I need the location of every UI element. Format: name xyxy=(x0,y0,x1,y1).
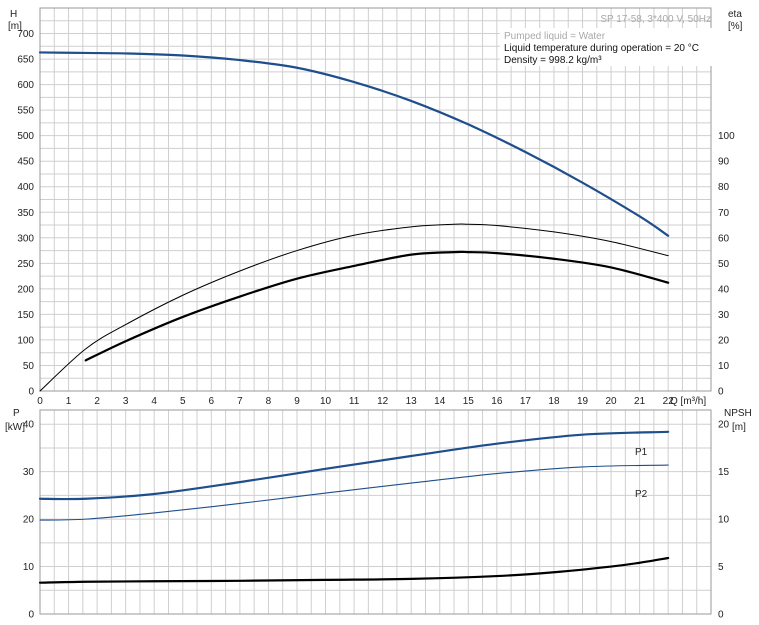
y-tick-label: 0 xyxy=(28,610,34,621)
p2-curve xyxy=(39,464,669,521)
y2-tick-label: 50 xyxy=(718,259,730,270)
power-npsh-grid xyxy=(39,409,712,615)
x-tick-label: 13 xyxy=(406,396,418,407)
y-tick-label: 30 xyxy=(23,467,35,478)
x-tick-label: 3 xyxy=(123,396,129,407)
y2-tick-label: 70 xyxy=(718,208,730,219)
x-tick-label: 6 xyxy=(209,396,215,407)
y-tick-label: 650 xyxy=(17,55,34,66)
head-axis-symbol: H xyxy=(10,9,17,20)
x-tick-label: 0 xyxy=(37,396,43,407)
y2-tick-label: 60 xyxy=(718,233,730,244)
x-tick-label: 16 xyxy=(491,396,503,407)
x-tick-label: 19 xyxy=(577,396,589,407)
power-axis-symbol: P xyxy=(13,408,20,419)
y-tick-label: 150 xyxy=(17,310,34,321)
p1-curve xyxy=(38,430,670,501)
y-tick-label: 300 xyxy=(17,233,34,244)
x-tick-label: 20 xyxy=(606,396,618,407)
head-efficiency-grid xyxy=(39,7,712,392)
y-tick-label: 0 xyxy=(28,387,34,398)
x-tick-label: 9 xyxy=(294,396,300,407)
h-curve xyxy=(38,51,670,237)
y-tick-label: 200 xyxy=(17,284,34,295)
x-tick-label: 12 xyxy=(377,396,389,407)
y2-tick-label: 10 xyxy=(718,361,730,372)
flow-axis-label: Q [m³/h] xyxy=(670,396,706,407)
x-tick-label: 17 xyxy=(520,396,532,407)
y-tick-label: 50 xyxy=(23,361,35,372)
x-tick-label: 7 xyxy=(237,396,243,407)
y2-tick-label: 5 xyxy=(718,562,724,573)
y2-tick-label: 10 xyxy=(718,515,730,526)
tick-labels: 0501001502002503003504004505005506006507… xyxy=(17,29,735,620)
y-tick-label: 700 xyxy=(17,29,34,40)
x-tick-label: 14 xyxy=(434,396,446,407)
y2-tick-label: 90 xyxy=(718,157,730,168)
x-tick-label: 2 xyxy=(94,396,100,407)
x-tick-label: 4 xyxy=(151,396,157,407)
eta-upper-curve xyxy=(39,223,669,392)
note-pumped-liquid: Pumped liquid = Water xyxy=(504,31,606,42)
x-tick-label: 5 xyxy=(180,396,186,407)
y-tick-label: 10 xyxy=(23,562,35,573)
y2-tick-label: 30 xyxy=(718,310,730,321)
x-tick-label: 22 xyxy=(663,396,675,407)
note-liquid-temperature: Liquid temperature during operation = 20… xyxy=(504,43,699,54)
x-tick-label: 18 xyxy=(548,396,560,407)
y-tick-label: 350 xyxy=(17,208,34,219)
note-density: Density = 998.2 kg/m³ xyxy=(504,55,602,66)
x-tick-label: 8 xyxy=(266,396,272,407)
y2-tick-label: 15 xyxy=(718,467,730,478)
y2-tick-label: 40 xyxy=(718,284,730,295)
x-tick-label: 10 xyxy=(320,396,332,407)
y-tick-label: 500 xyxy=(17,131,34,142)
y-tick-label: 40 xyxy=(23,420,35,431)
x-tick-label: 21 xyxy=(634,396,646,407)
head-axis-unit: [m] xyxy=(8,21,22,32)
y-tick-label: 450 xyxy=(17,157,34,168)
npsh-curve xyxy=(38,556,670,584)
y2-tick-label: 80 xyxy=(718,182,730,193)
y-tick-label: 100 xyxy=(17,335,34,346)
plot-frame xyxy=(39,7,712,392)
npsh-axis-unit: [m] xyxy=(732,422,746,433)
x-tick-label: 15 xyxy=(463,396,475,407)
y-tick-label: 400 xyxy=(17,182,34,193)
eta-lower-curve xyxy=(84,250,670,362)
y2-tick-label: 0 xyxy=(718,610,724,621)
p1-series-label: P1 xyxy=(635,447,648,458)
p2-series-label: P2 xyxy=(635,489,648,500)
plot-frame xyxy=(39,409,712,615)
y-tick-label: 600 xyxy=(17,80,34,91)
curves xyxy=(38,51,670,584)
y2-tick-label: 20 xyxy=(718,335,730,346)
power-axis-unit: [kW] xyxy=(5,422,25,433)
eta-axis-symbol: eta xyxy=(728,9,742,20)
y-tick-label: 20 xyxy=(23,515,35,526)
y-tick-label: 250 xyxy=(17,259,34,270)
x-tick-label: 1 xyxy=(66,396,72,407)
x-tick-label: 11 xyxy=(349,396,360,407)
eta-axis-unit: [%] xyxy=(728,21,743,32)
y2-tick-label: 20 xyxy=(718,420,730,431)
chart-title: SP 17-58, 3*400 V, 50Hz xyxy=(600,14,711,25)
y-tick-label: 550 xyxy=(17,106,34,117)
npsh-axis-symbol: NPSH xyxy=(724,408,752,419)
notes-background xyxy=(500,28,712,66)
y2-tick-label: 100 xyxy=(718,131,735,142)
y2-tick-label: 0 xyxy=(718,387,724,398)
